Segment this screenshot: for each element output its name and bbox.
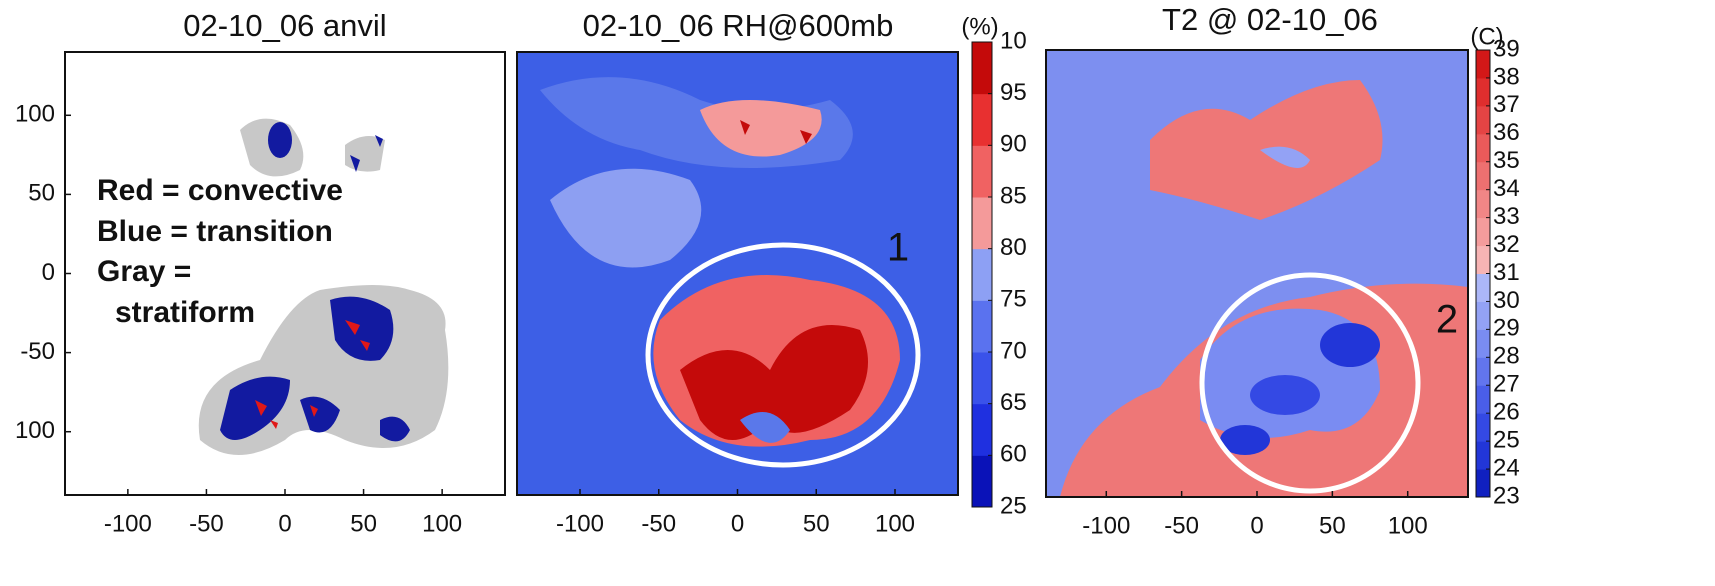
y-tick-label: 50 [28, 180, 55, 207]
colorbar-segment [1476, 273, 1490, 302]
colorbar-frame [971, 41, 993, 508]
colorbar-segment [1476, 217, 1490, 247]
annotation: Gray = [97, 255, 191, 288]
x-tick-label: -100 [104, 510, 152, 537]
colorbar-segment [1476, 105, 1490, 135]
x-tick-label: -50 [1164, 512, 1199, 539]
colorbar-segment [972, 455, 992, 508]
y-tick-label: 100 [15, 417, 55, 444]
colorbar-segment [972, 403, 992, 456]
colorbar-segment [1476, 469, 1490, 498]
x-tick-label: -50 [641, 510, 676, 537]
x-tick-label: 100 [1388, 512, 1428, 539]
colorbar-segment [1476, 161, 1490, 191]
y-tick-label: -50 [20, 338, 55, 365]
colorbar-segment [1476, 245, 1490, 274]
panel-title: 02-10_06 anvil [183, 8, 386, 43]
colorbar-segment [1476, 329, 1490, 358]
colorbar-segment [1476, 77, 1490, 107]
colorbar-segment [972, 352, 992, 405]
field-t2 [1046, 50, 1468, 497]
colorbar-tick-label: 37 [1493, 91, 1520, 118]
highlight-circle [1199, 272, 1421, 494]
colorbar-tick-label: 28 [1493, 343, 1520, 370]
highlight-ellipse [645, 242, 921, 468]
x-tick-label: 0 [278, 510, 291, 537]
colorbar-tick-label: 27 [1493, 371, 1520, 398]
colorbar-tick-label: 30 [1493, 287, 1520, 314]
colorbar-tick-label: 23 [1493, 482, 1520, 509]
y-tick-label: 100 [15, 101, 55, 128]
colorbar-segment [1476, 357, 1490, 386]
colorbar-segment [972, 145, 992, 198]
colorbar-tick-label: 31 [1493, 259, 1520, 286]
x-tick-label: -100 [1082, 512, 1130, 539]
colorbar-tick-label: 25 [1493, 426, 1520, 453]
annotation: 1 [887, 226, 909, 270]
colorbar-segment [1476, 385, 1490, 414]
colorbar-tick-label: 29 [1493, 315, 1520, 342]
colorbar-tick-label: 35 [1493, 147, 1520, 174]
colorbar-tick-label: 26 [1493, 399, 1520, 426]
x-tick-label: 50 [803, 510, 830, 537]
colorbar-tick-label: 32 [1493, 231, 1520, 258]
x-tick-label: 50 [1319, 512, 1346, 539]
x-tick-label: -100 [556, 510, 604, 537]
field-rh [517, 52, 958, 495]
colorbar-tick-label: 85 [1000, 182, 1027, 209]
colorbar-segment [1476, 413, 1490, 442]
colorbar-segment [972, 300, 992, 353]
x-tick-label: 100 [875, 510, 915, 537]
colorbar-tick-label: 60 [1000, 441, 1027, 468]
colorbar-tick-label: 34 [1493, 175, 1520, 202]
panel-title: 02-10_06 RH@600mb [583, 8, 894, 43]
colorbar-segment [972, 248, 992, 301]
annotation: stratiform [115, 296, 255, 329]
colorbar-tick-label: 65 [1000, 389, 1027, 416]
colorbar-unit: (%) [961, 13, 998, 40]
annotation: Blue = transition [97, 215, 333, 248]
annotation: Red = convective [97, 174, 343, 207]
x-tick-label: 0 [1250, 512, 1263, 539]
colorbar-tick-label: 39 [1493, 35, 1520, 62]
colorbar-segment [1476, 189, 1490, 219]
colorbar-tick-label: 10 [1000, 27, 1027, 54]
annotation: 2 [1436, 298, 1458, 342]
colorbar-tick-label: 38 [1493, 63, 1520, 90]
colorbar-segment [1476, 50, 1490, 79]
colorbar-tick-label: 70 [1000, 337, 1027, 364]
colorbar-segment [1476, 301, 1490, 330]
colorbar-tick-label: 33 [1493, 203, 1520, 230]
colorbar-tick-label: 90 [1000, 131, 1027, 158]
colorbar-segment [1476, 133, 1490, 163]
colorbar-segment [1476, 441, 1490, 470]
x-tick-label: 50 [350, 510, 377, 537]
colorbar-tick-label: 75 [1000, 286, 1027, 313]
x-tick-label: 0 [731, 510, 744, 537]
colorbar-segment [972, 93, 992, 146]
colorbar-tick-label: 36 [1493, 119, 1520, 146]
colorbar-segment [972, 197, 992, 250]
colorbar-segment [972, 42, 992, 95]
x-tick-label: 100 [422, 510, 462, 537]
panel-title: T2 @ 02-10_06 [1162, 2, 1378, 37]
colorbar-tick-label: 80 [1000, 234, 1027, 261]
colorbar-tick-label: 24 [1493, 454, 1520, 481]
colorbar-unit: (C) [1470, 23, 1503, 50]
field-anvil [65, 52, 505, 495]
x-tick-label: -50 [189, 510, 224, 537]
colorbar-tick-label: 95 [1000, 79, 1027, 106]
colorbar-tick-label: 25 [1000, 492, 1027, 519]
y-tick-label: 0 [42, 259, 55, 286]
